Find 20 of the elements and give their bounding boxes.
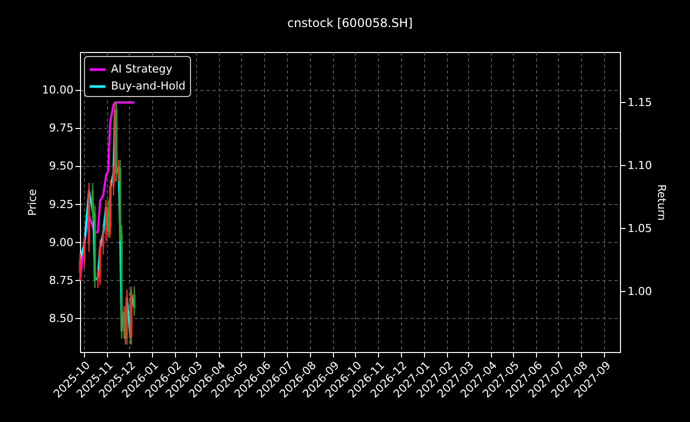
chart-title: cnstock [600058.SH]: [287, 16, 413, 30]
legend-label: Buy-and-Hold: [111, 80, 186, 92]
candlestick: [83, 236, 86, 269]
y2-tick-label: 1.10: [628, 158, 652, 172]
y-tick-label: 9.75: [49, 122, 74, 135]
candlestick: [78, 252, 82, 282]
y2-axis-title: Return: [654, 184, 668, 221]
line-series: [79, 101, 136, 282]
candlestick: [133, 286, 136, 316]
y-axis-title: Price: [26, 188, 40, 216]
y-tick-label: 9.00: [49, 236, 74, 249]
y2-tick-label: 1.05: [628, 222, 652, 235]
y-tick-label: 9.50: [49, 160, 74, 173]
y2-tick-label: 1.15: [628, 96, 652, 109]
legend-label: AI Strategy: [111, 62, 173, 76]
y-tick-label: 9.25: [49, 198, 74, 211]
y-tick-label: 8.75: [49, 274, 74, 287]
y-tick-label: 10.00: [42, 84, 74, 97]
y2-tick-label: 1.00: [628, 284, 652, 298]
y-tick-label: 8.50: [49, 312, 74, 325]
